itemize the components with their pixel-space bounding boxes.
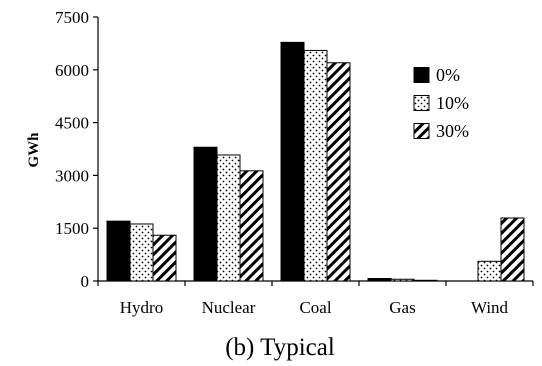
bar-nuclear-1 bbox=[216, 154, 241, 282]
x-tick-label: Hydro bbox=[120, 298, 163, 317]
x-tick-label: Wind bbox=[471, 298, 509, 317]
bar-gas-0 bbox=[367, 278, 392, 282]
legend-swatch bbox=[413, 67, 430, 83]
y-tick-label: 7500 bbox=[55, 8, 89, 27]
chart-title: (b) Typical bbox=[225, 334, 335, 361]
bar-gas-2 bbox=[413, 279, 438, 282]
bar-coal-0 bbox=[280, 41, 305, 282]
legend-label: 10% bbox=[436, 93, 469, 113]
legend-swatch bbox=[413, 123, 430, 139]
y-axis-ticks: 0 1500 3000 4500 6000 7500 bbox=[55, 8, 98, 291]
y-tick-label: 3000 bbox=[55, 166, 89, 185]
y-axis-label: GWh bbox=[26, 132, 42, 168]
bar-hydro-0 bbox=[106, 220, 131, 282]
bar-coal-2 bbox=[326, 62, 351, 282]
bars bbox=[106, 41, 525, 282]
bar-nuclear-2 bbox=[239, 170, 264, 282]
legend-label: 30% bbox=[436, 121, 469, 141]
bar-hydro-1 bbox=[129, 223, 154, 282]
x-axis-ticks: Hydro Nuclear Coal Gas Wind bbox=[97, 281, 534, 317]
bar-coal-1 bbox=[303, 49, 328, 282]
x-tick-label: Nuclear bbox=[202, 298, 256, 317]
legend-label: 0% bbox=[436, 65, 460, 85]
x-tick-label: Coal bbox=[299, 298, 331, 317]
bar-wind-1 bbox=[477, 260, 502, 282]
y-tick-label: 4500 bbox=[55, 114, 89, 133]
legend: 0% 10% 30% bbox=[413, 65, 469, 141]
y-tick-label: 6000 bbox=[55, 61, 89, 80]
bar-wind-2 bbox=[500, 217, 525, 282]
bar-hydro-2 bbox=[152, 234, 177, 282]
legend-swatch bbox=[413, 95, 430, 111]
bar-gas-1 bbox=[390, 278, 415, 282]
y-tick-label: 0 bbox=[81, 272, 90, 291]
x-tick-label: Gas bbox=[389, 298, 415, 317]
bar-nuclear-0 bbox=[193, 146, 218, 282]
y-tick-label: 1500 bbox=[55, 219, 89, 238]
